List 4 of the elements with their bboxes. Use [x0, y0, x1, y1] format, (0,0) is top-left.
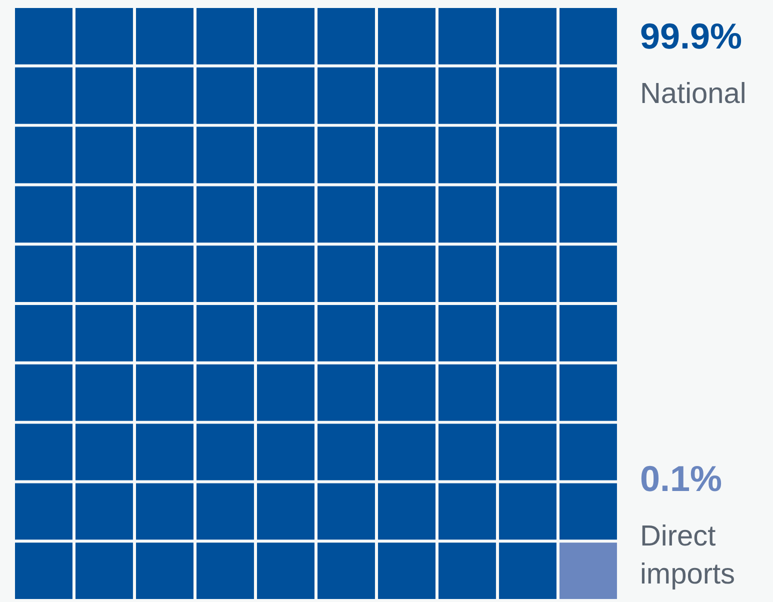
data-label: 99.9%	[640, 15, 742, 56]
category-label: National	[640, 78, 746, 110]
data-label: 0.1%	[640, 458, 722, 500]
category-label: Direct imports	[640, 520, 736, 590]
